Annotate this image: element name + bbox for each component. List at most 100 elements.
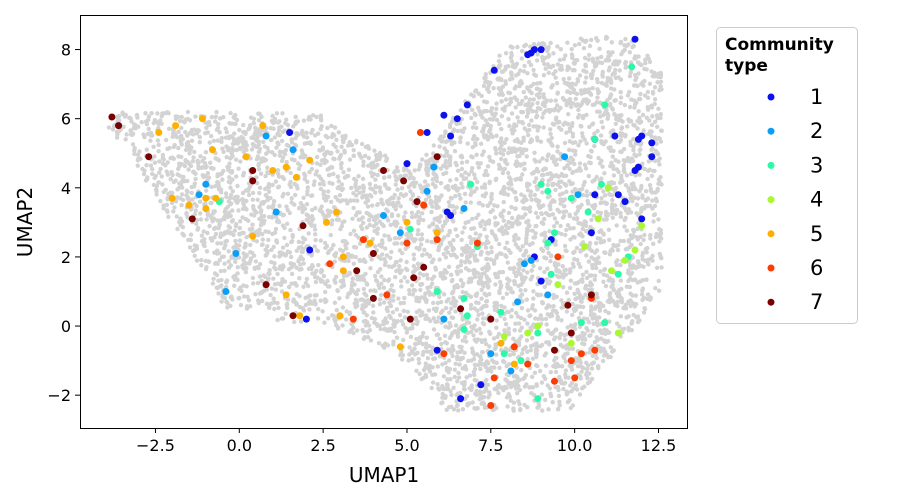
background-point <box>657 227 662 232</box>
background-point <box>621 305 626 311</box>
background-point <box>551 224 557 229</box>
background-point <box>281 176 287 182</box>
background-point <box>543 55 548 61</box>
background-point <box>272 306 277 312</box>
background-point <box>217 258 222 263</box>
background-point <box>345 201 350 206</box>
background-point <box>539 172 545 178</box>
background-point <box>158 166 163 172</box>
background-point <box>269 137 274 143</box>
background-point <box>516 383 521 389</box>
background-point <box>269 150 275 155</box>
background-point <box>201 241 206 246</box>
background-point <box>235 200 240 205</box>
background-point <box>453 194 458 199</box>
background-point <box>409 283 415 288</box>
background-point <box>535 363 540 369</box>
background-point <box>263 247 268 252</box>
background-point <box>540 408 545 413</box>
background-point <box>618 278 623 283</box>
background-point <box>444 366 450 371</box>
background-point <box>234 174 239 179</box>
background-point <box>305 213 310 218</box>
background-point <box>602 171 607 176</box>
background-point <box>649 147 654 152</box>
background-point <box>132 151 137 157</box>
background-point <box>435 364 440 369</box>
background-point <box>259 208 264 213</box>
background-point <box>659 128 664 133</box>
background-point <box>621 238 626 244</box>
background-point <box>208 200 213 206</box>
background-point <box>570 55 575 61</box>
background-point <box>266 276 271 281</box>
background-point <box>423 313 429 318</box>
background-point <box>522 194 527 199</box>
background-point <box>515 115 520 120</box>
background-point <box>452 140 457 145</box>
background-point <box>555 103 560 108</box>
background-point <box>378 154 383 159</box>
background-point <box>204 125 209 130</box>
background-point <box>431 300 436 306</box>
background-point <box>388 287 393 292</box>
background-point <box>570 68 575 73</box>
background-point <box>465 403 470 408</box>
background-point <box>148 138 153 143</box>
background-point <box>187 161 192 167</box>
background-point <box>588 154 593 160</box>
background-point <box>572 161 577 167</box>
background-point <box>471 356 477 362</box>
background-point <box>381 321 386 327</box>
background-point <box>427 344 432 349</box>
background-point <box>487 291 492 297</box>
background-point <box>277 119 282 124</box>
background-point <box>525 270 530 275</box>
background-point <box>545 312 550 317</box>
background-point <box>598 236 603 241</box>
background-point <box>266 189 272 194</box>
background-point <box>177 118 183 124</box>
background-point <box>322 152 327 157</box>
background-point <box>492 300 497 306</box>
background-point <box>177 161 182 166</box>
background-point <box>478 112 483 117</box>
background-point <box>336 217 341 222</box>
background-point <box>443 255 449 260</box>
background-point <box>398 204 403 209</box>
background-point <box>564 130 569 135</box>
background-point <box>201 229 206 234</box>
background-point <box>150 171 155 177</box>
background-point <box>192 212 197 217</box>
background-point <box>358 241 363 246</box>
background-point <box>185 178 190 184</box>
background-point <box>318 186 324 192</box>
background-point <box>309 253 314 258</box>
background-point <box>588 312 594 318</box>
background-point <box>486 221 492 226</box>
background-point <box>460 185 465 190</box>
background-point <box>531 81 536 87</box>
background-point <box>213 261 218 266</box>
background-point <box>553 75 558 80</box>
background-point <box>480 129 485 134</box>
background-point <box>489 196 494 202</box>
background-point <box>532 157 537 162</box>
background-point <box>274 238 279 243</box>
background-point <box>487 344 492 349</box>
background-point <box>314 248 320 253</box>
background-point <box>508 286 513 291</box>
background-point <box>482 172 487 178</box>
background-point <box>387 174 392 179</box>
background-point <box>225 164 230 170</box>
background-point <box>481 304 486 309</box>
background-point <box>423 197 429 202</box>
background-point <box>521 199 526 205</box>
background-point <box>360 303 365 308</box>
background-point <box>659 87 664 92</box>
background-point <box>658 112 663 117</box>
background-point <box>647 183 653 188</box>
background-point <box>577 358 582 363</box>
background-point <box>416 228 421 233</box>
background-point <box>224 238 230 244</box>
